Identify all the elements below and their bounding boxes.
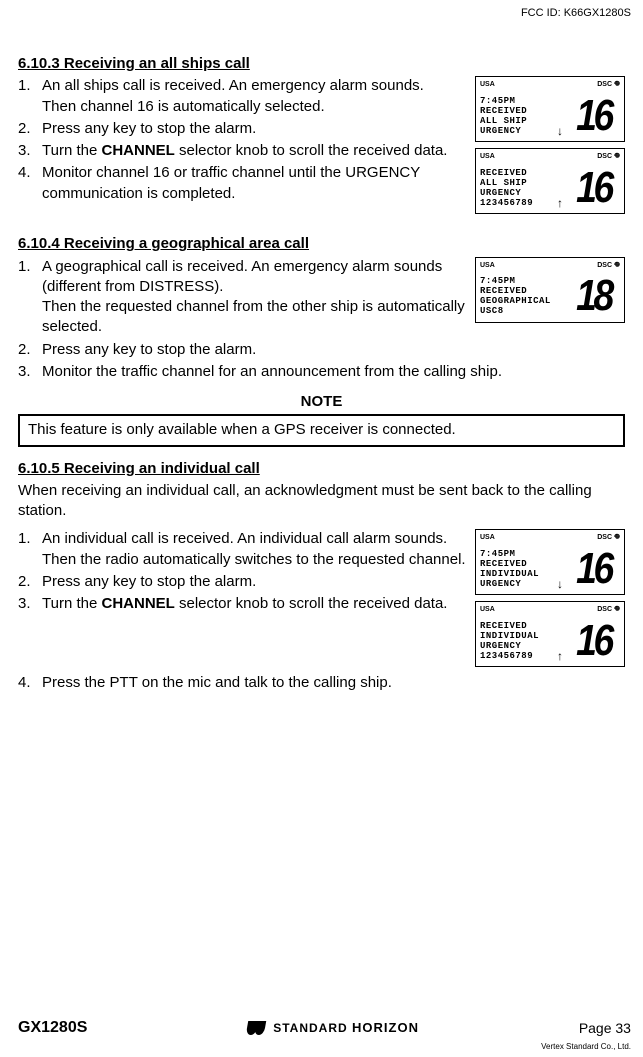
s1-step1: An all ships call is received. An emerge…: [18, 76, 467, 117]
lcd-channel: 16: [576, 94, 611, 138]
lcd-dsc: DSC: [597, 153, 612, 160]
lcd-all-ships-2: USA DSC 𖦹 RECEIVED ALL SHIP URGENCY 12345…: [475, 148, 625, 214]
wave-icon: 𖦹: [614, 259, 620, 269]
s3-step3: Turn the CHANNEL selector knob to scroll…: [18, 594, 467, 614]
s3-step1a: An individual call is received. An indiv…: [42, 530, 447, 547]
s2-step1b: Then the requested channel from the othe…: [42, 298, 465, 335]
lcd-usa: USA: [480, 152, 495, 161]
lcd-channel: 16: [576, 619, 611, 663]
lcd-individual-2: USA DSC 𖦹 RECEIVED INDIVIDUAL URGENCY 123…: [475, 601, 625, 667]
footer-model: GX1280S: [18, 1017, 87, 1039]
s1-step3a: Turn the: [42, 142, 101, 159]
s3-step3b: CHANNEL: [101, 595, 174, 612]
heading-6-10-3: 6.10.3 Receiving an all ships call: [18, 54, 625, 74]
arrow-icon: [554, 271, 566, 321]
heading-6-10-5: 6.10.5 Receiving an individual call: [18, 459, 625, 479]
footer-vertex: Vertex Standard Co., Ltd.: [541, 1042, 631, 1053]
note-label: NOTE: [18, 392, 625, 412]
s2-step2: Press any key to stop the alarm.: [18, 340, 625, 360]
lcd-usa: USA: [480, 261, 495, 270]
lcd-usa: USA: [480, 533, 495, 542]
s1-step3c: selector knob to scroll the received dat…: [175, 142, 448, 159]
lcd-channel: 18: [576, 274, 611, 318]
s3-step2: Press any key to stop the alarm.: [18, 572, 467, 592]
lcd-geographical: USA DSC 𖦹 7:45PM RECEIVED GEOGRAPHICAL US…: [475, 257, 625, 323]
heading-6-10-4: 6.10.4 Receiving a geographical area cal…: [18, 234, 625, 254]
footer-brand: STANDARD HORIZON: [247, 1019, 419, 1037]
s2-step1a: A geographical call is received. An emer…: [42, 258, 442, 295]
s1-step4: Monitor channel 16 or traffic channel un…: [18, 163, 467, 204]
s1-step1b: Then channel 16 is automatically selecte…: [42, 98, 325, 115]
s3-step3c: selector knob to scroll the received dat…: [175, 595, 448, 612]
page-content: 6.10.3 Receiving an all ships call An al…: [18, 20, 625, 694]
s3-step1b: Then the radio automatically switches to…: [42, 551, 466, 568]
note-box: This feature is only available when a GP…: [18, 414, 625, 446]
lcd-dsc: DSC: [597, 534, 612, 541]
s3-step1: An individual call is received. An indiv…: [18, 529, 467, 570]
lcd-dsc: DSC: [597, 81, 612, 88]
lcd-individual-1: USA DSC 𖦹 7:45PM RECEIVED INDIVIDUAL URGE…: [475, 529, 625, 595]
s3-step3a: Turn the: [42, 595, 101, 612]
s3-step4: Press the PTT on the mic and talk to the…: [18, 673, 625, 693]
lcd-channel: 16: [576, 166, 611, 210]
lcd-lines: 7:45PM RECEIVED ALL SHIP URGENCY: [480, 91, 554, 141]
page-footer: GX1280S STANDARD HORIZON Page 33: [18, 1016, 631, 1039]
brand-logo-icon: [247, 1021, 267, 1035]
lcd-lines: RECEIVED ALL SHIP URGENCY 123456789: [480, 163, 554, 213]
wave-icon: 𖦹: [614, 150, 620, 160]
s2-step1: A geographical call is received. An emer…: [18, 257, 467, 338]
s1-step3b: CHANNEL: [101, 142, 174, 159]
footer-page: Page 33: [579, 1019, 631, 1038]
fcc-id: FCC ID: K66GX1280S: [521, 6, 631, 21]
lcd-dsc: DSC: [597, 606, 612, 613]
arrow-up-icon: ↑: [554, 616, 566, 666]
s2-step3: Monitor the traffic channel for an annou…: [18, 362, 625, 382]
lcd-usa: USA: [480, 605, 495, 614]
s1-step1a: An all ships call is received. An emerge…: [42, 77, 424, 94]
lcd-lines: 7:45PM RECEIVED INDIVIDUAL URGENCY: [480, 544, 554, 594]
s1-step2: Press any key to stop the alarm.: [18, 119, 467, 139]
wave-icon: 𖦹: [614, 603, 620, 613]
wave-icon: 𖦹: [614, 531, 620, 541]
lcd-channel: 16: [576, 547, 611, 591]
lcd-dsc: DSC: [597, 262, 612, 269]
s1-step3: Turn the CHANNEL selector knob to scroll…: [18, 141, 467, 161]
wave-icon: 𖦹: [614, 78, 620, 88]
lcd-lines: RECEIVED INDIVIDUAL URGENCY 123456789: [480, 616, 554, 666]
arrow-up-icon: ↑: [554, 163, 566, 213]
brand-text: STANDARD HORIZON: [273, 1019, 419, 1037]
s3-intro: When receiving an individual call, an ac…: [18, 481, 625, 522]
arrow-down-icon: ↓: [554, 544, 566, 594]
lcd-all-ships-1: USA DSC 𖦹 7:45PM RECEIVED ALL SHIP URGENC…: [475, 76, 625, 142]
arrow-down-icon: ↓: [554, 91, 566, 141]
lcd-usa: USA: [480, 80, 495, 89]
lcd-lines: 7:45PM RECEIVED GEOGRAPHICAL USC8: [480, 271, 554, 321]
